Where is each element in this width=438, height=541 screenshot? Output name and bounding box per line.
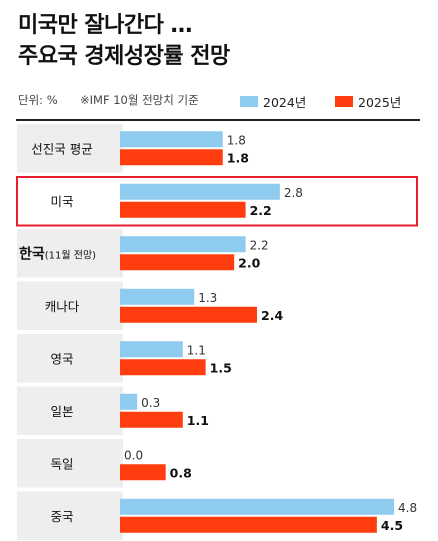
- chart-subhead: 단위: % ※IMF 10월 전망치 기준 2024년 2025년: [18, 92, 428, 111]
- category-label: 선진국 평균: [31, 141, 92, 156]
- value-label-2024: 0.0: [124, 448, 143, 462]
- chart-title-line-1: 미국만 잘나간다 …: [18, 13, 192, 38]
- value-label-2025: 2.2: [250, 203, 272, 218]
- value-label-2024: 1.3: [198, 291, 217, 305]
- value-label-2024: 2.2: [250, 238, 269, 252]
- legend-item-2024: 2024년: [240, 92, 306, 111]
- value-label-2024: 1.1: [187, 343, 206, 357]
- bar-2025: [120, 306, 257, 323]
- legend-swatch-2025: [335, 96, 353, 107]
- value-label-2025: 0.8: [170, 465, 192, 480]
- bar-2025: [120, 201, 246, 218]
- unit-label: 단위: %: [18, 93, 58, 107]
- legend-item-2025: 2025년: [335, 92, 401, 111]
- value-label-2025: 1.8: [227, 150, 249, 165]
- category-note: (11월 전망): [45, 249, 96, 261]
- bar-2024: [120, 393, 138, 410]
- category-label: 일본: [50, 404, 73, 419]
- category-label: 미국: [50, 194, 73, 209]
- source-note: ※IMF 10월 전망치 기준: [80, 93, 199, 107]
- bar-2024: [120, 288, 195, 305]
- category-label: 영국: [50, 351, 73, 366]
- value-label-2024: 4.8: [398, 501, 417, 515]
- row-background: [17, 124, 123, 173]
- category-label: 한국(11월 전망): [19, 246, 96, 262]
- bar-2025: [120, 516, 377, 533]
- value-label-2024: 0.3: [141, 396, 160, 410]
- category-label: 독일: [50, 456, 73, 471]
- legend-label-2025: 2025년: [358, 95, 402, 110]
- bar-2025: [120, 254, 235, 271]
- chart-title-line-2: 주요국 경제성장률 전망: [18, 44, 230, 69]
- value-label-2025: 2.0: [238, 255, 260, 270]
- bar-2024: [120, 341, 183, 358]
- value-label-2025: 1.1: [187, 413, 209, 428]
- header-divider: [16, 119, 420, 121]
- row-background: [17, 229, 123, 278]
- row-background: [17, 439, 123, 488]
- legend-swatch-2024: [240, 96, 258, 107]
- chart-title: 미국만 잘나간다 … 주요국 경제성장률 전망: [18, 10, 230, 72]
- row-background: [17, 281, 123, 330]
- row-background: [17, 334, 123, 383]
- bar-2025: [120, 411, 183, 428]
- bar-2024: [120, 236, 246, 253]
- bar-2024: [120, 183, 280, 200]
- bar-2025: [120, 359, 206, 376]
- row-background: [17, 386, 123, 435]
- bar-2025: [120, 464, 166, 481]
- bar-2024: [120, 131, 223, 148]
- value-label-2024: 1.8: [227, 133, 246, 147]
- bar-2024: [120, 498, 394, 515]
- legend-label-2024: 2024년: [263, 95, 307, 110]
- value-label-2025: 4.5: [381, 518, 403, 533]
- row-background: [17, 491, 123, 540]
- value-label-2025: 1.5: [210, 360, 232, 375]
- bar-2025: [120, 149, 223, 166]
- value-label-2025: 2.4: [261, 308, 283, 323]
- category-label: 중국: [50, 509, 73, 524]
- value-label-2024: 2.8: [284, 186, 303, 200]
- category-label: 캐나다: [45, 299, 80, 314]
